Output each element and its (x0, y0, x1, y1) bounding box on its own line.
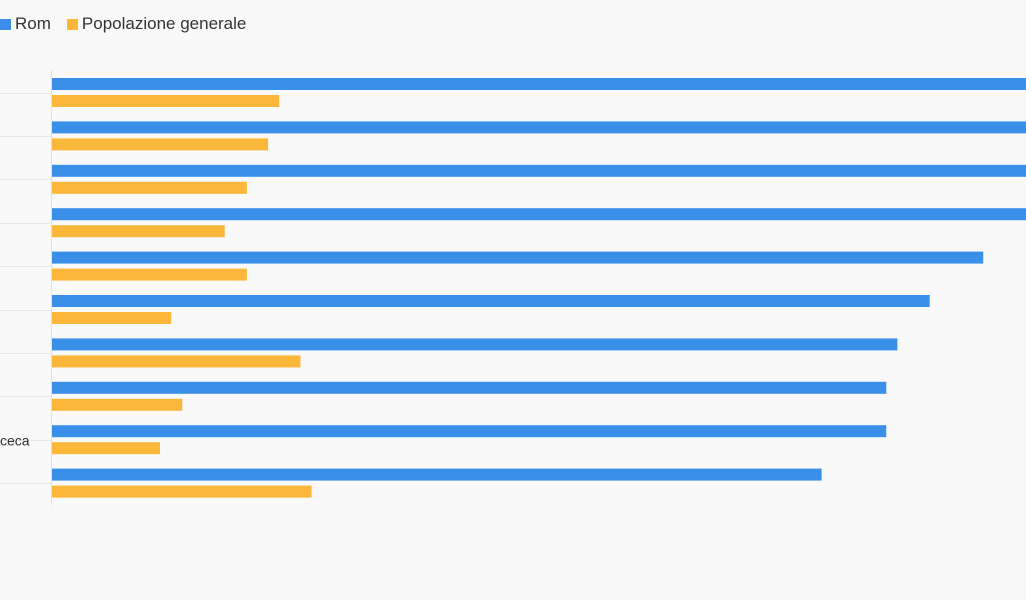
bar-rom-4[interactable] (52, 251, 984, 264)
legend-swatch-1 (66, 18, 78, 30)
bar-popolazione-5[interactable] (52, 312, 172, 324)
bar-rom-7[interactable] (52, 381, 887, 394)
chart-legend: Rom Popolazione generale (0, 13, 262, 35)
bar-popolazione-7[interactable] (52, 398, 183, 411)
bar-popolazione-1[interactable] (52, 138, 269, 151)
legend-swatch-0 (0, 18, 11, 30)
bar-rom-1[interactable] (52, 121, 1026, 134)
bar-rom-8[interactable] (52, 425, 887, 438)
bar-popolazione-8[interactable] (52, 442, 161, 455)
legend-item-1[interactable]: Popolazione generale (66, 14, 247, 34)
legend-label-1: Popolazione generale (81, 14, 247, 33)
category-label-8: ceca (0, 433, 30, 449)
bar-rom-6[interactable] (52, 338, 898, 351)
bar-rom-2[interactable] (52, 164, 1026, 177)
legend-item-0[interactable]: Rom (0, 14, 51, 34)
bar-rom-5[interactable] (52, 295, 930, 307)
legend-label-0: Rom (15, 14, 51, 33)
bar-rom-0[interactable] (52, 78, 1026, 90)
bar-rom-9[interactable] (52, 468, 822, 481)
bar-popolazione-6[interactable] (52, 355, 301, 368)
bar-popolazione-4[interactable] (52, 268, 247, 281)
bar-rom-3[interactable] (52, 208, 1026, 221)
bar-popolazione-3[interactable] (52, 225, 225, 238)
bar-popolazione-0[interactable] (52, 95, 280, 107)
bar-popolazione-2[interactable] (52, 181, 247, 194)
bar-popolazione-9[interactable] (52, 485, 312, 498)
